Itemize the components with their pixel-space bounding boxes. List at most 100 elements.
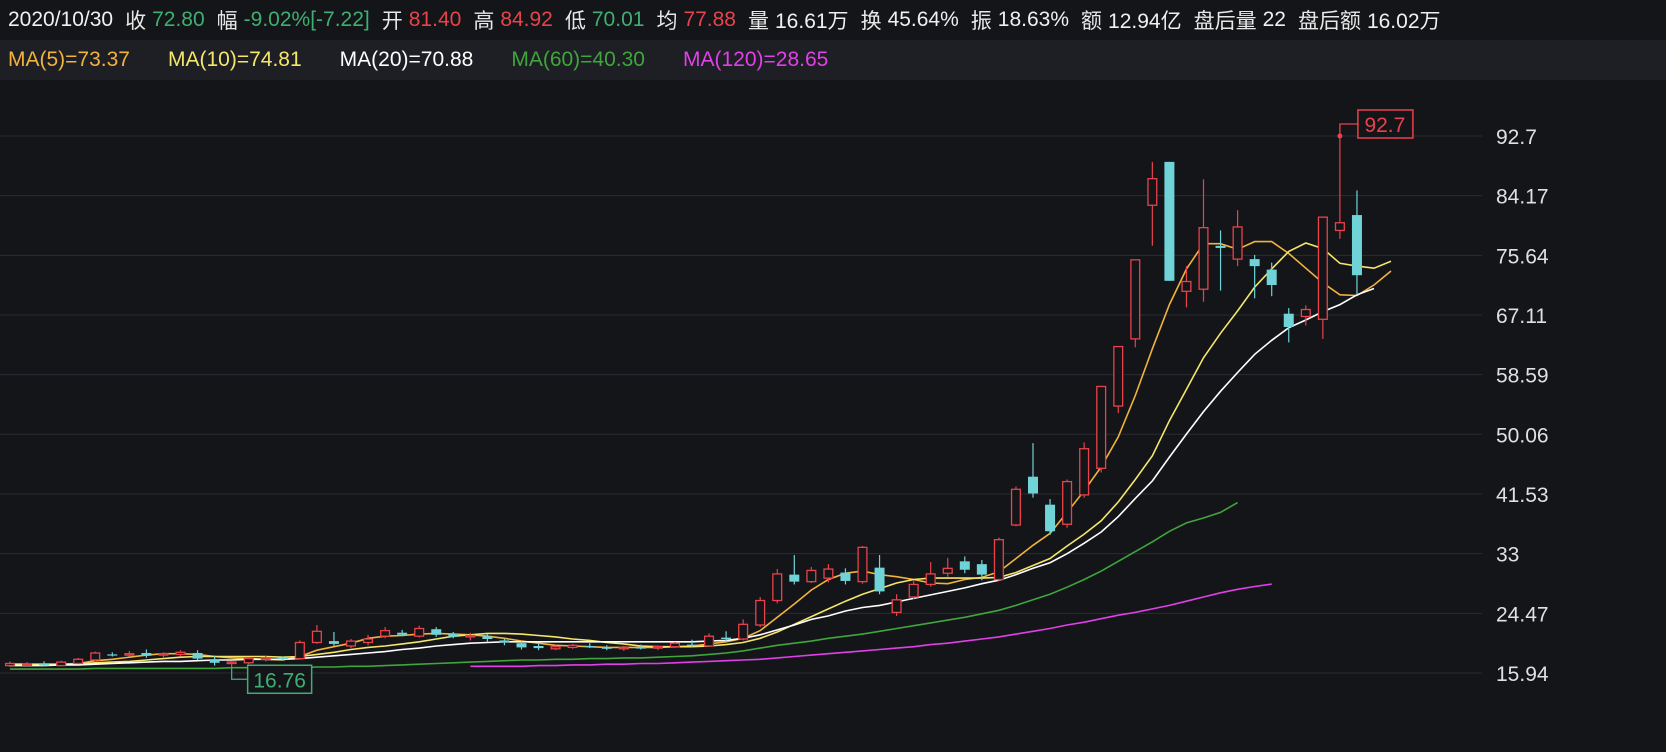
candle-up [823,564,834,583]
min-price-label: 16.76 [253,669,306,692]
max-marker-box [1357,109,1414,139]
grid-lines [0,80,1666,752]
candle-body [1351,215,1362,276]
candle-up [772,569,783,604]
candle-down [482,634,493,642]
ma60-legend[interactable]: MA(60)=40.30 [511,48,645,71]
candle-down [516,641,527,650]
candle-body [1266,269,1277,286]
y-tick-label: 67.11 [1496,305,1547,328]
y-tick-label: 75.64 [1496,245,1549,268]
candle-body [840,572,851,581]
candle-up [4,661,16,667]
candle-up [891,594,902,616]
candle-body [1147,178,1158,206]
candle-body [942,567,953,574]
candle-down [1351,190,1362,295]
candle-body [789,574,800,582]
change-label: 幅 [216,10,238,33]
candle-down [107,652,118,657]
series-line-ma60 [10,501,1238,670]
y-tick-label: 50.06 [1496,424,1549,447]
candle-up [618,645,629,651]
ma20-legend[interactable]: MA(20)=70.88 [339,48,474,71]
candle-up [806,566,817,584]
candle-body [1045,504,1056,532]
candle-down [448,632,459,639]
candle-body [772,573,783,602]
candle-body [823,568,834,579]
candle-body [345,640,357,647]
candle-up [226,660,237,668]
candle-down [1164,161,1175,281]
candle-body [976,564,987,575]
candle-up [1130,259,1141,348]
candle-body [328,641,339,644]
y-tick-label: 15.94 [1496,663,1549,686]
candle-up [1300,305,1311,326]
candle-body [891,599,902,614]
after-hours-amount-value: 16.02万 [1366,10,1441,33]
candle-up [942,557,953,577]
candle-body [192,652,203,659]
candle-body [755,599,766,626]
candle-up [311,625,322,644]
candle-body [704,635,715,647]
candle-down [789,555,800,585]
candle-down [1249,254,1260,299]
candle-body [959,561,970,570]
ma120-legend[interactable]: MA(120)=28.65 [683,48,829,71]
candle-body [90,652,101,661]
min-marker-box [246,664,313,695]
candle-up [1334,136,1345,239]
candle-down [1266,262,1277,297]
candle-body [1164,161,1175,281]
ma5-legend[interactable]: MA(5)=73.37 [8,48,130,71]
candle-body [448,634,459,637]
candle-body [226,661,237,665]
volume-label: 量 [748,10,769,33]
candle-down [328,632,339,646]
candle-down [840,568,851,585]
candle-body [567,644,578,649]
candle-body [431,629,442,635]
high-label: 高 [473,10,495,33]
candle-up [1232,210,1243,267]
candle-body [618,646,629,650]
series-line-ma120 [470,583,1272,668]
candle-body [277,657,288,660]
candle-body [533,645,544,649]
y-tick-label: 92.7 [1496,126,1537,149]
candle-up [1062,479,1073,528]
moving-average-legend: MA(5)=73.37 MA(10)=74.81 MA(20)=70.88 MA… [0,40,1666,80]
amplitude-label: 振 [970,10,992,33]
candle-body [107,654,118,656]
candle-body [397,632,408,635]
candle-down [499,638,510,646]
candle-up [1113,345,1124,414]
candle-down [141,649,152,658]
candle-up [90,651,101,662]
candle-down [1028,443,1038,498]
turnover-label: 换 [860,10,882,33]
max-price-label: 92.7 [1364,114,1405,137]
candle-body [669,642,680,648]
y-tick-label: 24.47 [1496,603,1549,626]
candle-body [39,664,50,666]
candle-down [959,556,970,574]
open-value: 81.40 [408,8,462,31]
candle-body [857,546,868,583]
candles [4,136,1362,668]
candlestick-chart[interactable]: 92.7 84.17 75.64 67.11 58.59 50.06 41.53 33 24.4… [0,80,1666,752]
candle-up [857,545,868,584]
candle-down [687,639,697,648]
candle-body [925,573,936,586]
ma10-legend[interactable]: MA(10)=74.81 [167,48,302,71]
candle-up [1096,385,1107,473]
candle-up [158,652,169,658]
candle-up [738,619,749,641]
candle-body [380,629,391,637]
y-axis: 92.7 84.17 75.64 67.11 58.59 50.06 41.53 33 24.4… [1496,126,1549,686]
candle-up [175,650,186,657]
amount-label: 额 [1081,10,1103,33]
